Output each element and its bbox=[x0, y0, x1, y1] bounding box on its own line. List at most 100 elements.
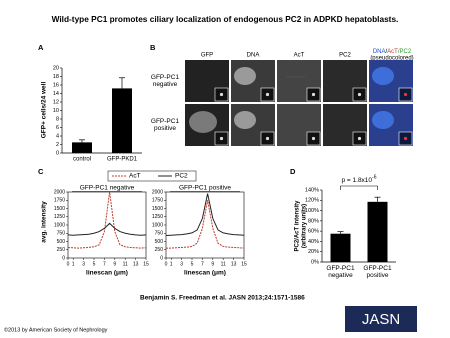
x-tick-label: 0 bbox=[67, 261, 70, 267]
x-tick-label: 1 bbox=[170, 261, 173, 267]
y-tick-label: 1500 bbox=[54, 206, 65, 212]
merge-header: DNA/AcT/PC2 bbox=[373, 49, 412, 55]
title: Wild-type PC1 promotes ciliary localizat… bbox=[52, 14, 399, 24]
y-tick-label: 14 bbox=[53, 91, 59, 97]
inset-signal bbox=[311, 92, 316, 97]
inset-signal bbox=[219, 92, 224, 97]
inset-signal bbox=[265, 92, 270, 97]
line-series bbox=[165, 193, 245, 237]
legend-box bbox=[107, 170, 197, 182]
x-tick-label: GFP-PC1 positive bbox=[363, 265, 392, 279]
x-tick-label: 5 bbox=[191, 261, 194, 267]
x-tick-label: 5 bbox=[93, 261, 96, 267]
bar bbox=[72, 142, 92, 153]
y-axis-label: avg. intensity bbox=[41, 201, 48, 243]
x-tick-label: 15 bbox=[143, 261, 149, 267]
x-tick-label: 13 bbox=[133, 261, 139, 267]
y-tick-label: 0 bbox=[160, 255, 163, 261]
x-tick-label: 9 bbox=[211, 261, 214, 267]
panel-label: D bbox=[290, 167, 296, 176]
inset-signal bbox=[403, 92, 408, 97]
x-axis-label: linescan (μm) bbox=[86, 270, 128, 277]
y-tick-label: 250 bbox=[155, 247, 164, 253]
y-tick-label: 750 bbox=[155, 231, 164, 237]
x-axis-label: linescan (μm) bbox=[184, 270, 226, 277]
inset-signal bbox=[219, 136, 224, 141]
annotation-exponent: -6 bbox=[372, 175, 377, 181]
inset-signal bbox=[357, 92, 362, 97]
inset-signal bbox=[311, 136, 316, 141]
y-tick-label: 2000 bbox=[54, 189, 65, 195]
significance-bracket bbox=[340, 185, 378, 190]
y-tick-label: 1750 bbox=[54, 198, 65, 204]
x-tick-label: 9 bbox=[113, 261, 116, 267]
x-tick-label: GFP-PC1 negative bbox=[326, 265, 355, 279]
x-tick-label: 3 bbox=[82, 261, 85, 267]
y-axis-label: GFP+ cells/24 well bbox=[41, 82, 48, 139]
copyright: ©2013 by American Society of Nephrology bbox=[4, 326, 108, 333]
column-header: AcT bbox=[294, 53, 305, 59]
annotation-text: p = 1.8x10 bbox=[342, 177, 373, 184]
inset-signal bbox=[357, 136, 362, 141]
bar bbox=[367, 201, 388, 262]
y-tick-label: 1500 bbox=[152, 206, 163, 212]
inset-signal bbox=[265, 136, 270, 141]
y-tick-label: 2000 bbox=[152, 189, 163, 195]
row-label: GFP-PC1 positive bbox=[150, 118, 180, 132]
gfp-cell bbox=[189, 111, 217, 133]
merge-part: DNA bbox=[373, 49, 386, 55]
y-tick-label: 18 bbox=[53, 74, 59, 80]
x-tick-label: 1 bbox=[72, 261, 75, 267]
nucleus bbox=[234, 111, 256, 129]
y-tick-label: 0 bbox=[62, 255, 65, 261]
y-tick-label: 1250 bbox=[152, 214, 163, 220]
column-header: GFP bbox=[201, 53, 213, 59]
y-tick-label: 8 bbox=[56, 116, 59, 122]
merge-part: /PC2 bbox=[398, 49, 412, 55]
line-series bbox=[67, 191, 147, 249]
x-tick-label: 11 bbox=[221, 261, 226, 267]
bar bbox=[112, 88, 132, 153]
y-tick-label: 1000 bbox=[54, 222, 65, 228]
row-label: GFP-PC1 negative bbox=[150, 74, 180, 88]
panel-label: B bbox=[150, 43, 156, 52]
y-tick-label: 120% bbox=[305, 198, 319, 204]
x-tick-label: 7 bbox=[103, 261, 106, 267]
y-tick-label: 2 bbox=[56, 142, 59, 148]
inset-signal bbox=[403, 136, 408, 141]
y-tick-label: 20% bbox=[308, 249, 319, 255]
panel-label: A bbox=[38, 43, 44, 52]
y-tick-label: 100% bbox=[305, 208, 319, 214]
line-series bbox=[166, 200, 245, 249]
merge-part: / bbox=[385, 49, 387, 55]
line-series bbox=[67, 222, 147, 236]
x-tick-label: 13 bbox=[231, 261, 237, 267]
x-tick-label: 15 bbox=[241, 261, 247, 267]
y-tick-label: 80% bbox=[308, 218, 319, 224]
y-axis-label: PC2/AcT intensity bbox=[295, 200, 301, 252]
legend-label: PC2 bbox=[175, 173, 188, 180]
x-tick-label: 0 bbox=[165, 261, 168, 267]
panel-title: GFP-PC1 negative bbox=[80, 185, 135, 192]
y-tick-label: 750 bbox=[57, 231, 66, 237]
x-tick-label: GFP-PKD1 bbox=[107, 157, 138, 163]
annotation: p = 1.8x10-6 bbox=[342, 175, 377, 184]
plot-frame bbox=[165, 191, 245, 259]
y-tick-label: 500 bbox=[155, 239, 164, 245]
nucleus bbox=[372, 111, 394, 129]
y-tick-label: 140% bbox=[305, 187, 319, 193]
y-tick-label: 20 bbox=[53, 65, 59, 71]
y-tick-label: 1750 bbox=[152, 198, 163, 204]
x-tick-label: 3 bbox=[180, 261, 183, 267]
nucleus bbox=[234, 67, 256, 85]
bar bbox=[330, 233, 351, 262]
y-tick-label: 1000 bbox=[152, 222, 163, 228]
legend-label: AcT bbox=[129, 173, 141, 180]
y-tick-label: 40% bbox=[308, 239, 319, 245]
y-tick-label: 1250 bbox=[54, 214, 65, 220]
x-tick-label: control bbox=[73, 157, 91, 163]
y-tick-label: 250 bbox=[57, 247, 66, 253]
y-tick-label: 4 bbox=[56, 133, 59, 139]
x-tick-label: 7 bbox=[201, 261, 204, 267]
